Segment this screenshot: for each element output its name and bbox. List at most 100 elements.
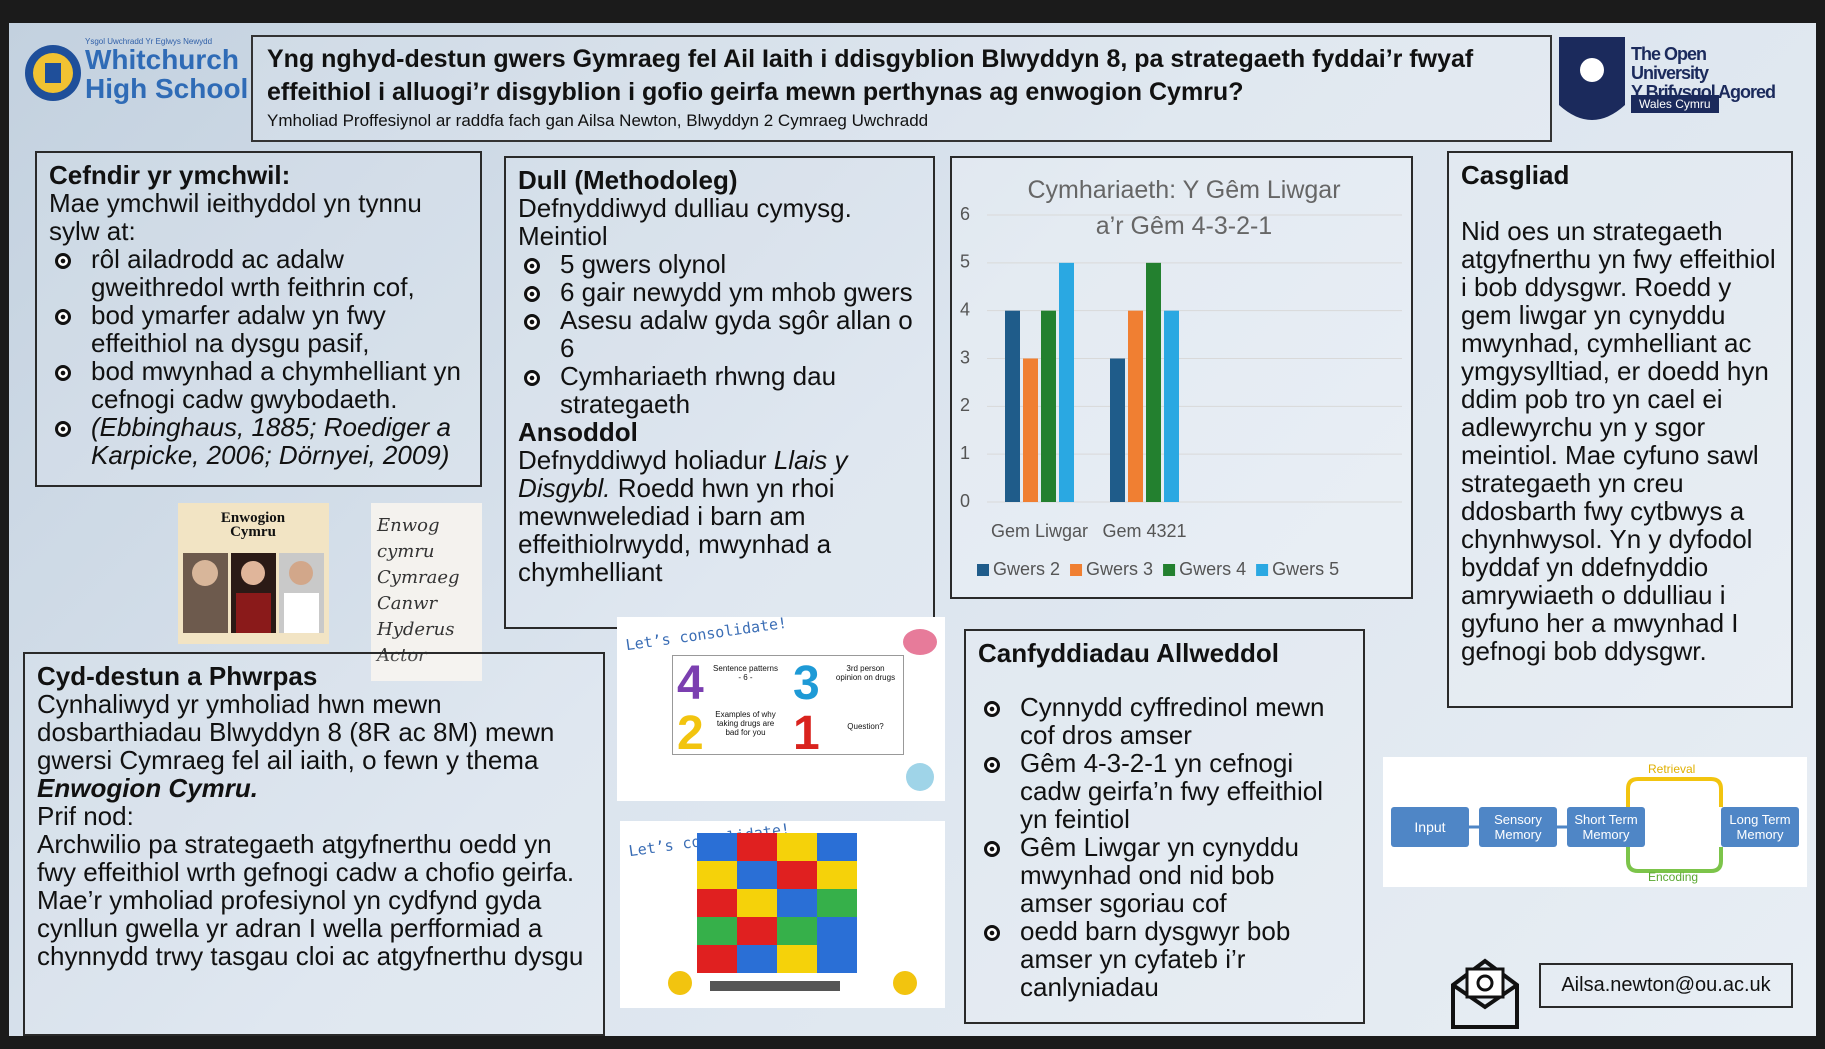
chart: 0 1 2 3 4 5 6 Gem Liwgar Gem 4321 Gwers 2 Gwers 3 G… bbox=[960, 204, 1402, 579]
heading: Dull (Methodoleg) bbox=[518, 165, 738, 195]
node: Short Term Memory bbox=[1574, 812, 1638, 842]
conclusion-box: Casgliad Nid oes un strategaeth atgyfner… bbox=[1447, 151, 1793, 708]
bullet-list: 5 gwers olynol 6 gair newydd ym mhob gwe… bbox=[518, 250, 921, 418]
subheading: Ansoddol bbox=[518, 417, 638, 447]
bullet: Gêm 4-3-2-1 yn cefnogi cadw geirfa’n fwy… bbox=[978, 749, 1351, 833]
memory-diagram: Input Sensory Memory Short Term Memory L… bbox=[1383, 757, 1807, 887]
y-tick-label: 4 bbox=[960, 299, 970, 319]
node: Input bbox=[1414, 819, 1446, 835]
legend-swatch bbox=[977, 564, 989, 576]
theme: Enwogion Cymru. bbox=[37, 773, 258, 803]
ou-en: The Open University bbox=[1631, 44, 1709, 83]
text: Defnyddiwyd holiadur bbox=[518, 445, 767, 475]
diagram-shapes bbox=[1391, 777, 1799, 873]
text: Cynhaliwyd yr ymholiad hwn mewn dosbarth… bbox=[37, 689, 555, 775]
y-tick-label: 1 bbox=[960, 443, 970, 463]
number: 3 bbox=[793, 657, 820, 710]
paragraph: Nid oes un strategaeth atgyfnerthu yn fw… bbox=[1461, 216, 1776, 666]
title: Yng nghyd-destun gwers Gymraeg fel Ail I… bbox=[267, 45, 1474, 106]
bullet: Cymhariaeth rhwng dau strategaeth bbox=[518, 362, 921, 418]
heading: Cefndir yr ymchwil: bbox=[49, 160, 291, 190]
x-tick-label: Gem 4321 bbox=[1102, 521, 1186, 541]
school-name: Whitchurch High School bbox=[85, 44, 249, 104]
node: Long Term Memory bbox=[1729, 812, 1791, 842]
word: Enwog bbox=[377, 515, 440, 536]
x-tick-label: Gem Liwgar bbox=[991, 521, 1088, 541]
legend-swatch bbox=[1256, 564, 1269, 576]
bullet: rôl ailadrodd ac adalw gweithredol wrth … bbox=[49, 245, 468, 301]
y-tick-label: 2 bbox=[960, 395, 970, 415]
heading: Canfyddiadau Allweddol bbox=[978, 638, 1279, 668]
school-logo: Ysgol Uwchradd Yr Eglwys Newydd Whitchur… bbox=[23, 35, 248, 110]
school-small: Ysgol Uwchradd Yr Eglwys Newydd bbox=[85, 37, 213, 46]
encoding-label: Encoding bbox=[1648, 870, 1699, 884]
bullet: Gêm Liwgar yn cynyddu mwynhad ond nid bo… bbox=[978, 833, 1351, 917]
bar bbox=[1059, 262, 1074, 502]
method-box: Dull (Methodoleg) Defnyddiwyd dulliau cy… bbox=[504, 156, 935, 629]
brain-icon bbox=[903, 629, 937, 655]
text: Llais y Disgybl. bbox=[518, 445, 848, 503]
word: Cymraeg bbox=[377, 567, 460, 588]
bullet: Cynnydd cyffredinol mewn cof dros amser bbox=[978, 693, 1351, 749]
legend-label: Gwers 2 bbox=[993, 559, 1060, 579]
bar bbox=[1146, 262, 1161, 502]
ou-region: Wales Cymru bbox=[1631, 95, 1719, 113]
consolidate-image: Let’s consolidate! 4 Sentence patterns -… bbox=[617, 614, 945, 801]
word: Canwr bbox=[377, 593, 438, 614]
colour-grid bbox=[668, 833, 917, 995]
heading: Casgliad bbox=[1461, 160, 1570, 190]
subheading: Prif nod: bbox=[37, 801, 134, 831]
card-title: Enwogion Cymru bbox=[220, 510, 286, 540]
heading: Cyd-destun a Phwrpas bbox=[37, 661, 318, 691]
y-tick-label: 0 bbox=[960, 491, 970, 511]
y-tick-label: 6 bbox=[960, 204, 970, 224]
findings-box: Canfyddiadau Allweddol Cynnydd cyffredin… bbox=[964, 629, 1365, 1024]
legend-label: Gwers 4 bbox=[1179, 559, 1246, 579]
bullet: 5 gwers olynol bbox=[518, 250, 921, 278]
paragraph: Defnyddiwyd holiadur Llais y Disgybl. Ro… bbox=[518, 446, 921, 586]
node: Sensory Memory bbox=[1494, 812, 1542, 842]
bar bbox=[1164, 310, 1179, 502]
title-box: Yng nghyd-destun gwers Gymraeg fel Ail I… bbox=[251, 35, 1552, 142]
bar bbox=[1110, 358, 1125, 502]
word: cymru bbox=[377, 541, 435, 562]
bullet: 6 gair newydd ym mhob gwers bbox=[518, 278, 921, 306]
email-icon bbox=[1451, 958, 1519, 1029]
bar bbox=[1023, 358, 1038, 502]
text: Roedd hwn yn rhoi mewnweledi­ad i barn a… bbox=[518, 473, 835, 587]
citation: (Ebbinghaus, 1885; Roediger a Karpicke, … bbox=[49, 413, 468, 469]
subtitle: Ymholiad Proffesiynol ar raddfa fach gan… bbox=[267, 111, 929, 130]
y-tick-label: 3 bbox=[960, 347, 970, 367]
email-box: Ailsa.newton@ou.ac.uk bbox=[1539, 963, 1793, 1008]
intro: Mae ymchwil ieithyddol yn tynnu sylw at: bbox=[49, 188, 422, 246]
grid: 4 Sentence patterns - 6 - 3 3rd person o… bbox=[672, 655, 904, 760]
cell-text: Examples of why taking drugs are bad for… bbox=[715, 710, 776, 737]
bullet-list: Cynnydd cyffredinol mewn cof dros amser … bbox=[978, 693, 1351, 1001]
bullet: bod mwynhad a chymhelliant yn cefnogi ca… bbox=[49, 357, 468, 413]
bar bbox=[1128, 310, 1143, 502]
portraits bbox=[183, 553, 324, 633]
legend-swatch bbox=[1070, 564, 1083, 576]
cell-text: Sentence patterns - 6 - bbox=[713, 664, 778, 682]
bullet: Asesu adalw gyda sgôr allan o 6 bbox=[518, 306, 921, 362]
bullet: bod ymarfer adalw yn fwy effeithiol na d… bbox=[49, 301, 468, 357]
number: 2 bbox=[677, 707, 704, 760]
word: Actor bbox=[377, 645, 427, 666]
consolidate-image: Let’s consolidate! bbox=[620, 820, 945, 1008]
paragraph: Cynhaliwyd yr ymholiad hwn mewn dosbarth… bbox=[37, 690, 591, 802]
ou-logo: The Open University Y Brifysgol Agored Wa… bbox=[1557, 35, 1782, 135]
legend-label: Gwers 3 bbox=[1086, 559, 1153, 579]
bullet: oedd barn dysgwyr bob amser yn cyfateb i… bbox=[978, 917, 1351, 1001]
number: 4 bbox=[677, 657, 704, 710]
cell-text: 3rd person opinion on drugs bbox=[835, 664, 896, 682]
legend-label: Gwers 5 bbox=[1272, 559, 1339, 579]
number: 1 bbox=[793, 707, 820, 760]
chart-title: Cymhariaeth: Y Gêm Liwgar a’r Gêm 4-3-2-… bbox=[1027, 176, 1341, 240]
handwriting-image: Enwog cymru Cymraeg Canwr Hyderus Actor bbox=[371, 503, 482, 681]
y-tick-label: 5 bbox=[960, 252, 970, 272]
subheading: Meintiol bbox=[518, 221, 608, 251]
email: Ailsa.newton@ou.ac.uk bbox=[1561, 974, 1771, 996]
paragraph: Archwilio pa strategaeth atgyfnerthu oed… bbox=[37, 829, 575, 887]
paragraph: Mae’r ymholiad profesiynol yn cydfynd gy… bbox=[37, 885, 584, 971]
